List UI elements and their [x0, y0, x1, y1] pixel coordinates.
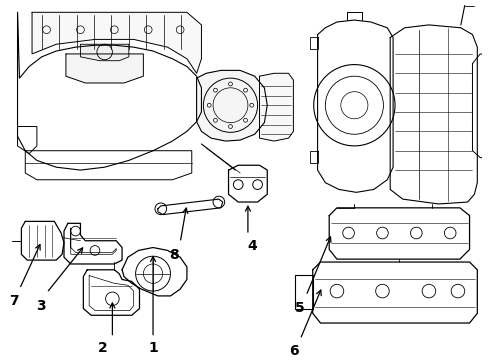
Text: 7: 7: [9, 294, 19, 308]
Text: 8: 8: [170, 248, 179, 262]
Text: 1: 1: [148, 341, 158, 355]
Polygon shape: [32, 12, 201, 73]
Polygon shape: [329, 208, 469, 259]
Polygon shape: [66, 54, 144, 83]
Polygon shape: [22, 221, 64, 260]
Text: 4: 4: [247, 239, 257, 253]
Polygon shape: [18, 12, 201, 170]
Polygon shape: [228, 165, 267, 202]
Text: 2: 2: [98, 341, 108, 355]
Polygon shape: [390, 25, 477, 204]
Polygon shape: [64, 223, 122, 264]
Polygon shape: [318, 20, 393, 192]
Polygon shape: [158, 199, 223, 215]
Polygon shape: [472, 54, 490, 161]
Text: 3: 3: [36, 299, 46, 313]
Polygon shape: [80, 44, 129, 61]
Text: 5: 5: [295, 301, 305, 315]
Text: 6: 6: [290, 344, 299, 358]
Polygon shape: [313, 262, 477, 323]
Polygon shape: [260, 73, 294, 141]
Polygon shape: [122, 248, 187, 296]
Polygon shape: [196, 71, 267, 141]
Polygon shape: [83, 270, 140, 315]
